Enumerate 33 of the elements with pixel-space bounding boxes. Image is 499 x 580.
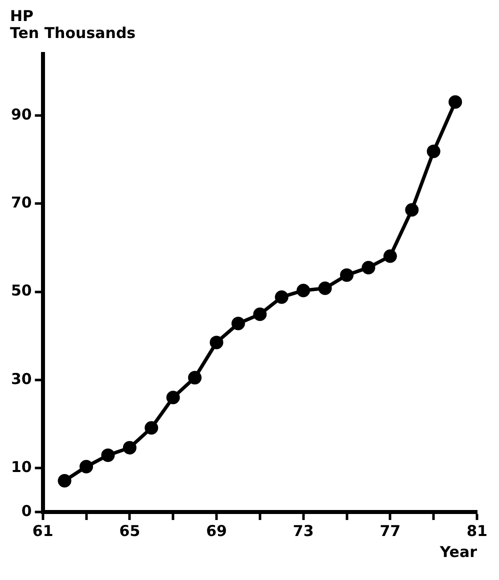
point — [318, 282, 332, 296]
point — [122, 440, 136, 454]
point — [58, 474, 72, 488]
point — [231, 316, 245, 330]
point — [253, 308, 267, 322]
point — [101, 448, 115, 462]
x-axis-title: Year — [438, 542, 478, 561]
x-tick-label: 65 — [119, 522, 140, 540]
x-tick-label: 61 — [32, 522, 54, 540]
point — [448, 95, 462, 109]
y-tick-label: 30 — [11, 370, 32, 388]
point — [274, 290, 288, 304]
point — [340, 268, 354, 282]
point — [383, 249, 397, 263]
point — [296, 284, 310, 298]
point — [405, 203, 419, 217]
x-tick-label: 81 — [466, 522, 488, 540]
y-tick-label: 0 — [21, 502, 32, 520]
point — [166, 390, 180, 404]
y-tick-label: 90 — [11, 106, 32, 124]
x-tick-label: 69 — [206, 522, 227, 540]
point — [426, 144, 440, 158]
point — [144, 421, 158, 435]
x-tick-label: 77 — [380, 522, 401, 540]
point — [80, 460, 94, 474]
y-axis-title: HP Ten Thousands — [10, 7, 137, 42]
point — [210, 336, 224, 350]
y-tick-label: 70 — [11, 194, 32, 212]
y-tick-label: 50 — [11, 282, 32, 300]
point — [188, 370, 202, 384]
y-tick-label: 10 — [11, 458, 32, 476]
point — [362, 260, 376, 274]
x-tick-label: 73 — [292, 522, 314, 540]
